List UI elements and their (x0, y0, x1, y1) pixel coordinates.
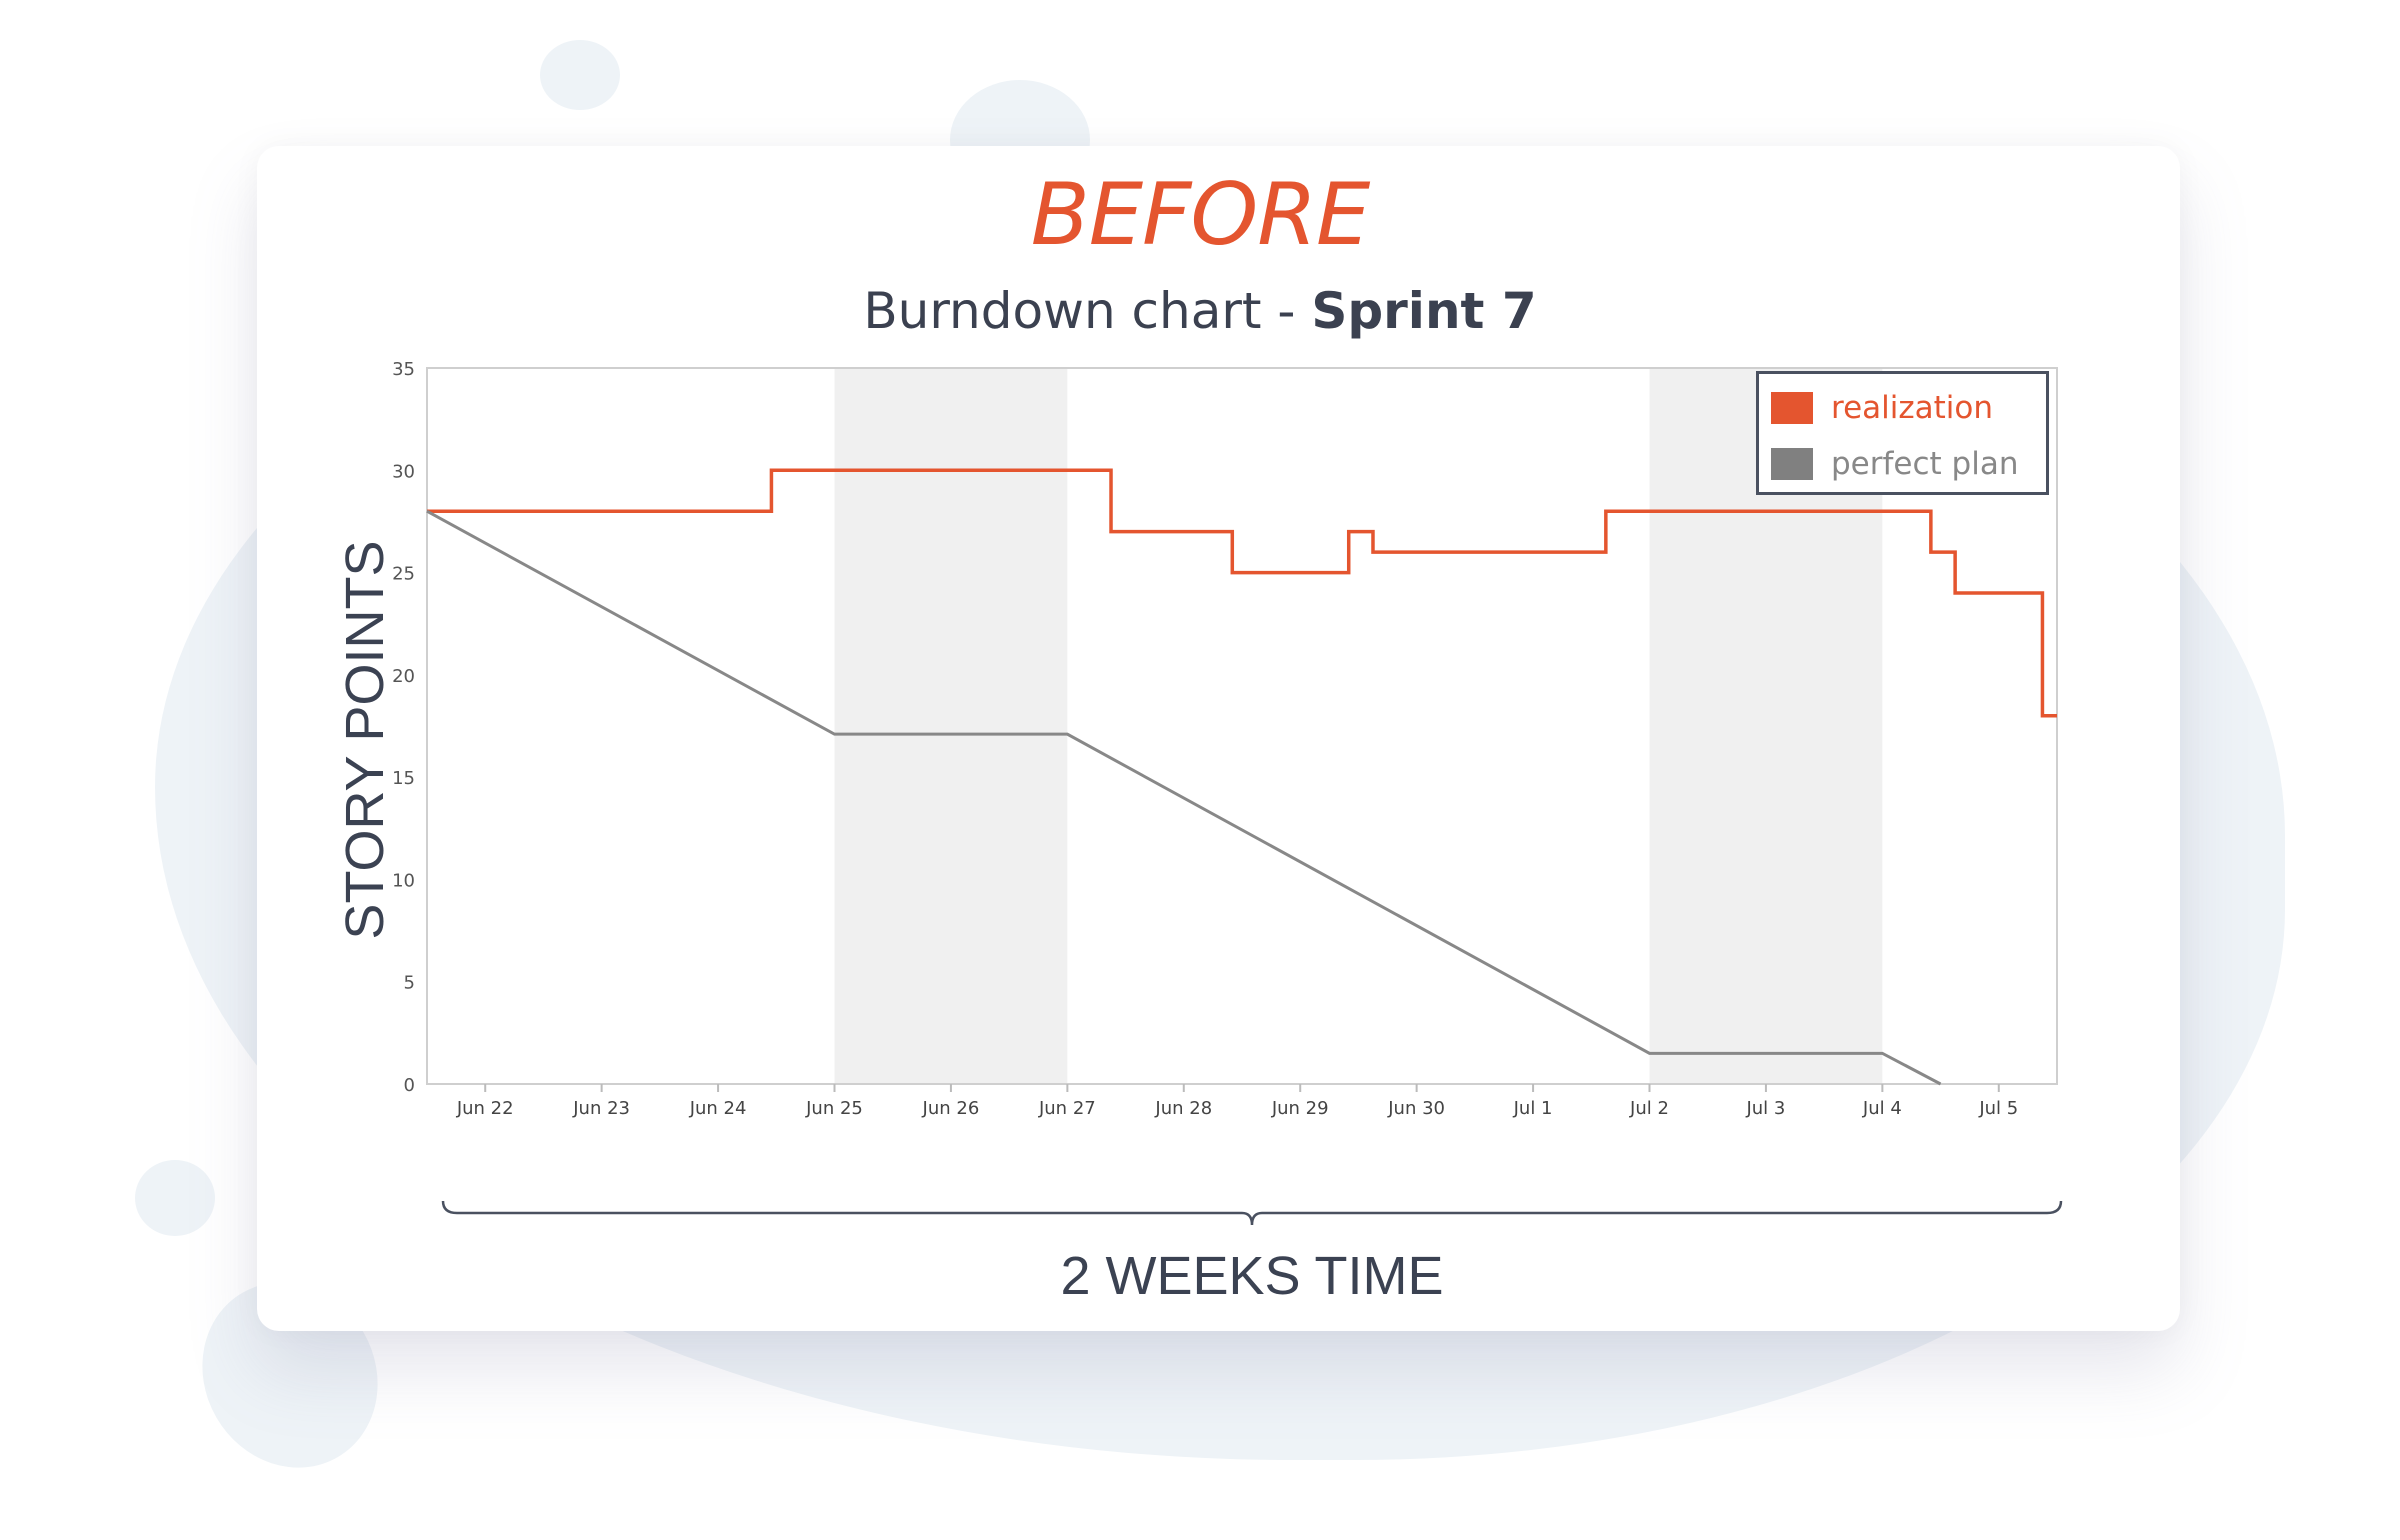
x-tick-label: Jun 30 (1387, 1098, 1445, 1119)
perfect-plan-swatch (1771, 448, 1813, 480)
chart-heading: BEFORE (1030, 165, 1371, 265)
y-tick-label: 0 (404, 1075, 415, 1096)
x-tick-label: Jun 22 (456, 1098, 514, 1119)
x-tick-label: Jun 25 (805, 1098, 863, 1119)
realization-swatch (1771, 392, 1813, 424)
chart-title: Burndown chart - Sprint 7 (0, 282, 2400, 340)
series-line-realization (427, 468, 2057, 718)
x-tick-label: Jul 3 (1745, 1098, 1785, 1119)
x-tick-label: Jun 26 (922, 1098, 980, 1119)
x-tick-label: Jun 23 (572, 1098, 630, 1119)
legend: realization perfect plan (1756, 371, 2049, 495)
background-blob (540, 40, 620, 110)
legend-label: perfect plan (1831, 446, 2019, 482)
legend-label: realization (1831, 390, 1994, 426)
plot-frame (426, 367, 2058, 1085)
y-tick-label: 5 (404, 973, 415, 994)
x-tick-label: Jun 27 (1038, 1098, 1096, 1119)
y-tick-label: 25 (392, 564, 415, 585)
x-tick-label: Jul 2 (1629, 1098, 1669, 1119)
y-tick-label: 30 (392, 461, 415, 482)
x-tick-label: Jul 1 (1513, 1098, 1553, 1119)
weekend-shade (834, 368, 1068, 1084)
y-tick-label: 15 (392, 768, 415, 789)
y-tick-label: 10 (392, 870, 415, 891)
x-tick-label: Jun 24 (689, 1098, 747, 1119)
legend-item-realization[interactable]: realization (1771, 390, 1993, 426)
sprint-name: Sprint 7 (1311, 282, 1537, 340)
background-blob (135, 1160, 215, 1236)
series-line-perfect-plan (426, 509, 1942, 1086)
y-tick-label: 20 (392, 666, 415, 687)
x-tick-label: Jun 28 (1154, 1098, 1212, 1119)
chart-title-prefix: Burndown chart - (863, 282, 1312, 340)
x-tick-label: Jul 4 (1862, 1098, 1902, 1119)
x-tick-label: Jun 29 (1271, 1098, 1329, 1119)
x-tick-label: Jul 5 (1978, 1098, 2018, 1119)
time-caption: 2 WEEKS TIME (1060, 1246, 1444, 1306)
time-brace (441, 1200, 2063, 1226)
legend-item-perfect-plan[interactable]: perfect plan (1771, 446, 2018, 482)
y-tick-label: 35 (392, 359, 415, 380)
